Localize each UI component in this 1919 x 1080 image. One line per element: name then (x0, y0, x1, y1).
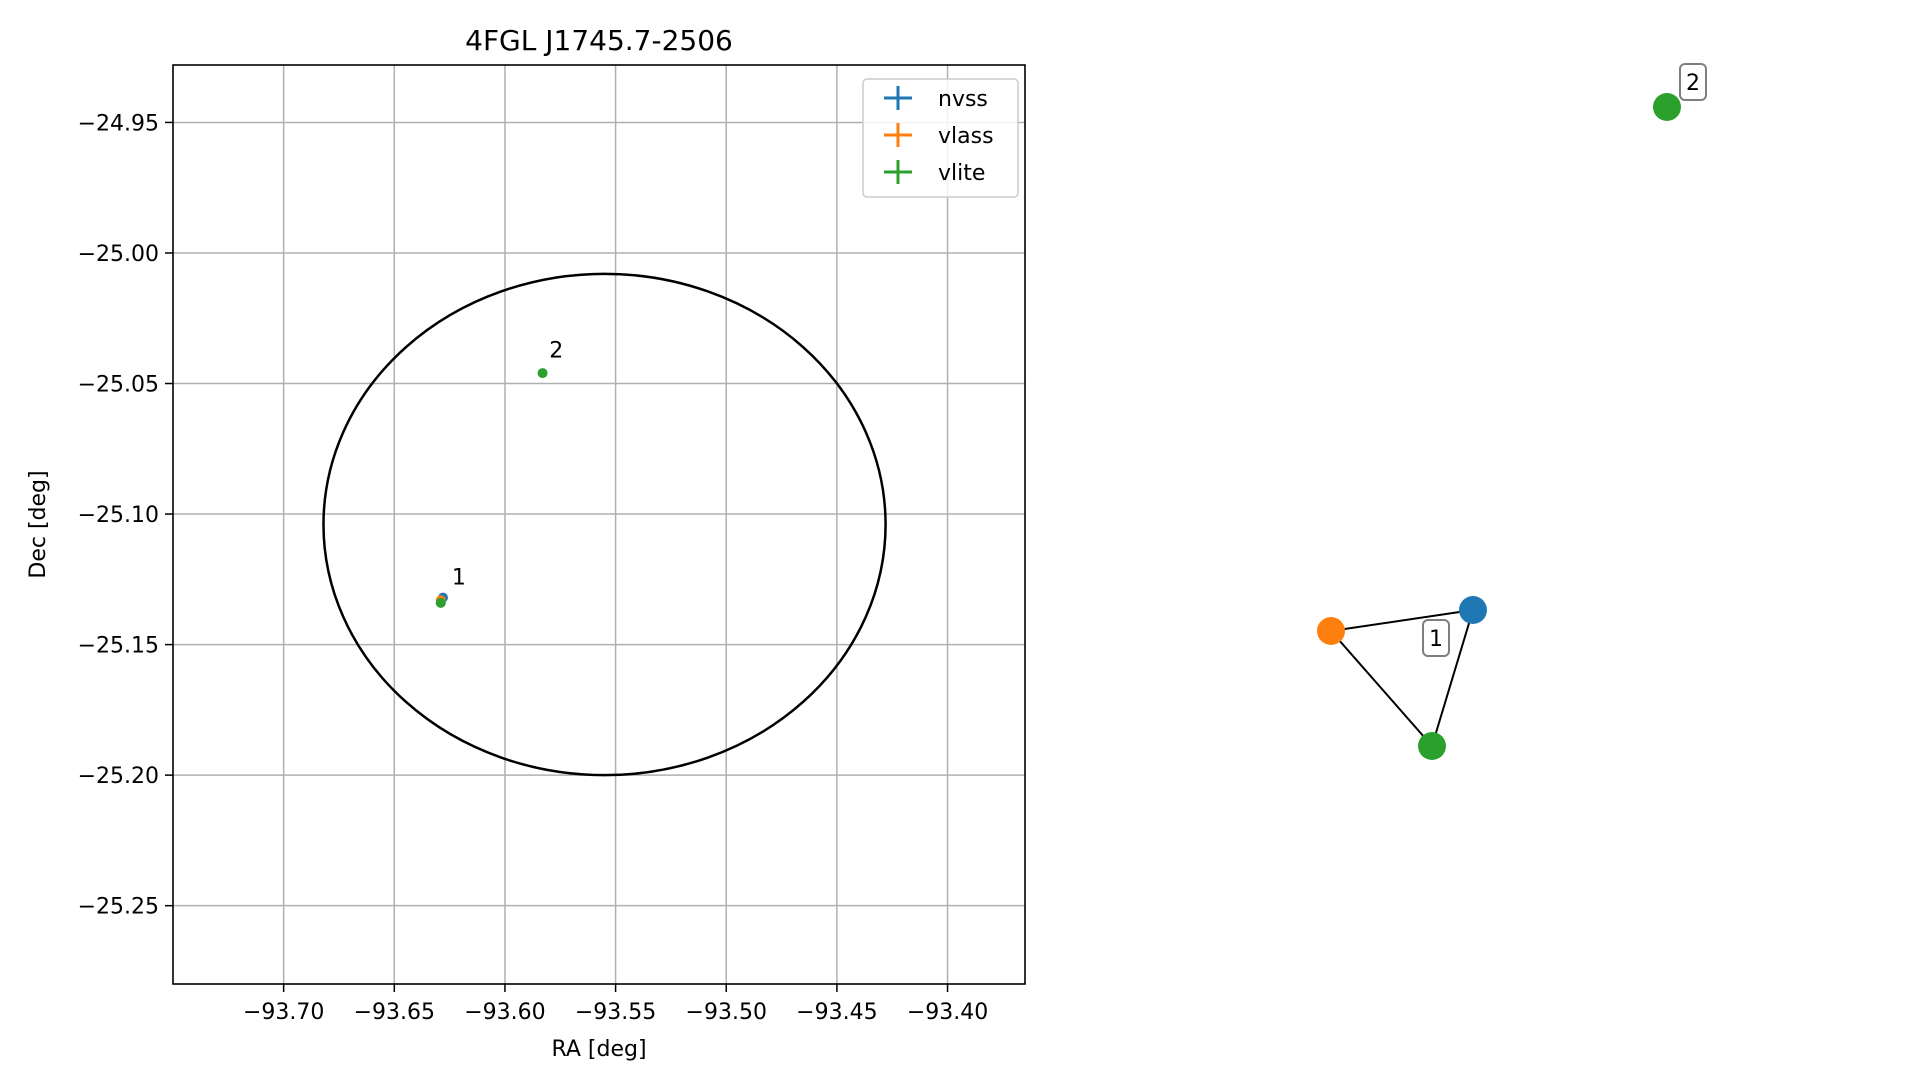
y-tick-label: −25.20 (78, 764, 159, 789)
error-ellipse (322, 272, 887, 777)
chart-title: 4FGL J1745.7-2506 (465, 24, 733, 57)
y-tick-label: −25.00 (78, 242, 159, 267)
graph-node-vlite-2 (1653, 93, 1681, 121)
y-tick-label: −25.25 (78, 895, 159, 920)
legend-box (862, 78, 1019, 198)
x-axis-label: RA [deg] (551, 1037, 646, 1062)
plot-frame (172, 64, 1026, 985)
match-network-graph: 12 (1317, 63, 1707, 760)
y-tick-label: −25.15 (78, 634, 159, 659)
sky-position-chart: 1 2 −93.70 −93.65 −93.60 −93.55 −93.50 −93.45 −9… (26, 24, 1026, 1062)
graph-edge (1330, 609, 1474, 632)
point-annotation: 1 (452, 566, 466, 591)
point-vlite (435, 597, 446, 608)
x-tick-label: −93.55 (575, 1000, 656, 1025)
legend-label: nvss (938, 87, 988, 112)
y-tick-label: −25.05 (78, 373, 159, 398)
x-tick-label: −93.40 (907, 1000, 988, 1025)
graph-node-vlass (1317, 617, 1345, 645)
x-tick-label: −93.70 (243, 1000, 324, 1025)
group-label: 1 (1429, 627, 1443, 652)
y-tick-label: −25.10 (78, 503, 159, 528)
point-vlite (537, 368, 548, 379)
group-label: 2 (1686, 71, 1700, 96)
graph-edge (1330, 630, 1433, 747)
group-label-box (1679, 63, 1707, 101)
legend-label: vlass (938, 124, 994, 149)
y-axis-label: Dec [deg] (26, 470, 51, 578)
point-annotation: 2 (549, 338, 563, 363)
x-tick-label: −93.45 (796, 1000, 877, 1025)
graph-node-nvss (1459, 596, 1487, 624)
x-tick-label: −93.65 (354, 1000, 435, 1025)
group-label-box (1422, 619, 1450, 657)
y-tick-label: −24.95 (78, 111, 159, 136)
legend: nvss vlass vlite (862, 78, 1019, 198)
x-tick-label: −93.50 (686, 1000, 767, 1025)
x-tick-label: −93.60 (464, 1000, 545, 1025)
legend-label: vlite (938, 161, 985, 186)
graph-node-vlite-1 (1418, 732, 1446, 760)
graph-edge (1431, 609, 1474, 747)
